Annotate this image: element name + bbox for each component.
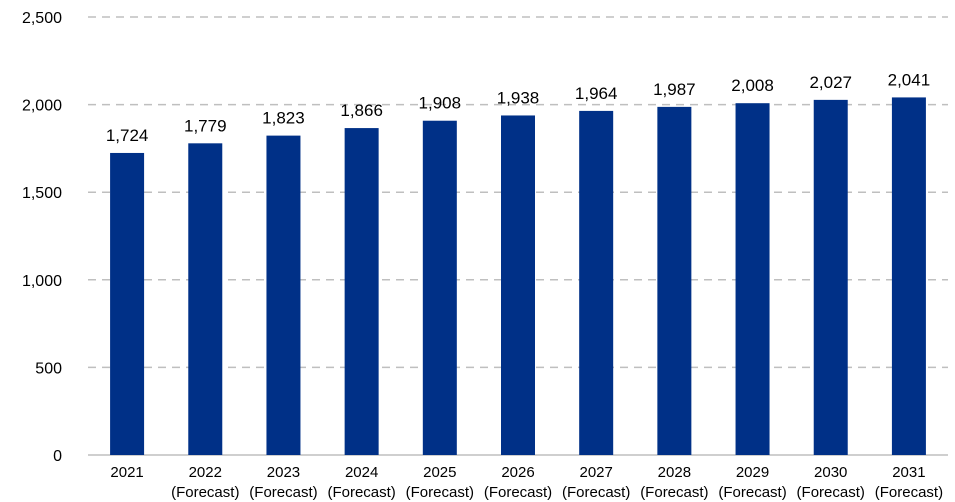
y-tick-label: 1,000: [22, 273, 62, 290]
x-tick-label-note: (Forecast): [875, 484, 943, 501]
x-tick-label-year: 2026: [501, 464, 534, 481]
bar-2023: [266, 135, 301, 455]
data-label: 1,866: [340, 101, 383, 120]
x-tick-label-note: (Forecast): [171, 484, 239, 501]
x-tick-label-note: (Forecast): [797, 484, 865, 501]
y-tick-label: 0: [53, 448, 62, 465]
y-tick-label: 2,500: [22, 10, 62, 27]
x-tick-label-note: (Forecast): [484, 484, 552, 501]
data-label: 2,008: [731, 76, 774, 95]
data-label: 1,964: [575, 84, 618, 103]
bar-2031: [891, 97, 926, 455]
x-tick-label-year: 2029: [736, 464, 769, 481]
bar-2030: [813, 99, 848, 455]
x-tick-label-year: 2025: [423, 464, 456, 481]
bars: [110, 97, 926, 456]
bar-2025: [422, 120, 457, 456]
data-label: 1,724: [106, 126, 149, 145]
data-label: 1,779: [184, 116, 227, 135]
data-label: 2,041: [888, 70, 931, 89]
x-tick-label-year: 2031: [892, 464, 925, 481]
x-tick-label-note: (Forecast): [327, 484, 395, 501]
data-label: 1,823: [262, 109, 305, 128]
bar-2028: [657, 106, 692, 456]
x-tick-label-year: 2022: [189, 464, 222, 481]
data-label: 1,987: [653, 80, 696, 99]
x-tick-label-note: (Forecast): [718, 484, 786, 501]
bar-2029: [735, 103, 770, 456]
x-tick-label-note: (Forecast): [406, 484, 474, 501]
y-tick-label: 500: [35, 360, 62, 377]
x-tick-label-year: 2030: [814, 464, 847, 481]
y-axis-ticks: 0 500 1,000 1,500 2,000 2,500: [22, 10, 62, 465]
x-tick-label-note: (Forecast): [640, 484, 708, 501]
y-tick-label: 2,000: [22, 98, 62, 115]
x-tick-label-year: 2027: [579, 464, 612, 481]
gridlines: [88, 16, 948, 456]
data-label: 2,027: [809, 73, 852, 92]
bar-2021: [110, 152, 145, 455]
bar-2022: [188, 143, 223, 455]
data-label: 1,908: [419, 94, 462, 113]
x-tick-label-note: (Forecast): [562, 484, 630, 501]
bar-2024: [344, 128, 379, 456]
x-axis-ticks: 2021 2022 (Forecast) 2023 (Forecast) 2024 (For…: [110, 464, 943, 501]
x-tick-label-year: 2023: [267, 464, 300, 481]
x-tick-label-year: 2021: [110, 464, 143, 481]
x-tick-label-note: (Forecast): [249, 484, 317, 501]
x-tick-label-year: 2028: [658, 464, 691, 481]
bar-2027: [579, 110, 614, 456]
y-tick-label: 1,500: [22, 185, 62, 202]
data-labels: 1,724 1,779 1,823 1,866 1,908 1,938 1,964 1,987…: [106, 70, 930, 145]
x-tick-label-year: 2024: [345, 464, 378, 481]
data-label: 1,938: [497, 88, 540, 107]
bar-2026: [501, 115, 535, 455]
